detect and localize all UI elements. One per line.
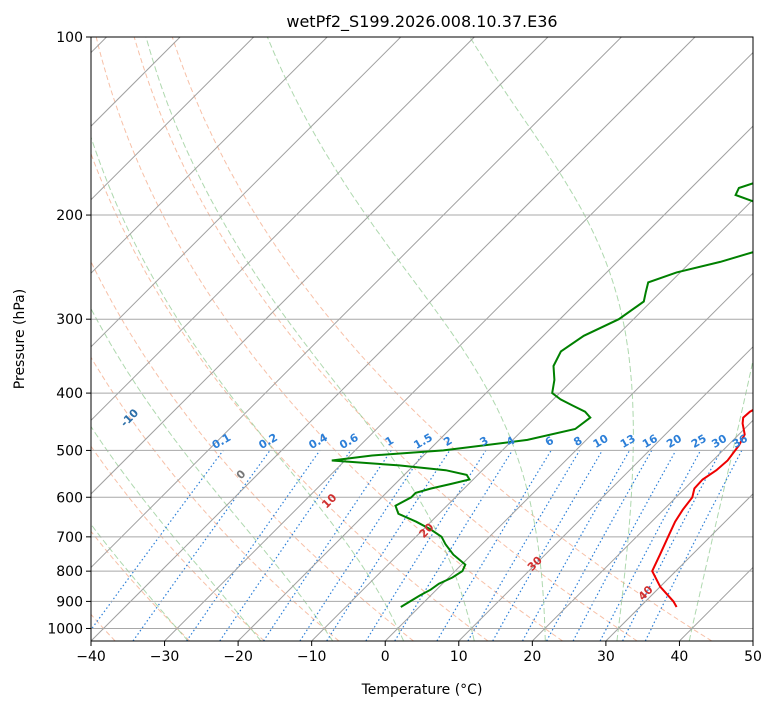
dry-adiabat-line — [95, 37, 563, 641]
isotherm-line — [164, 51, 753, 641]
y-axis-label: Pressure (hPa) — [12, 289, 28, 389]
mixing-ratio-line — [492, 450, 603, 641]
x-tick-label: 40 — [671, 649, 689, 665]
isotherm-line — [531, 419, 753, 641]
isotherm-line — [91, 37, 255, 201]
mixing-ratio-line — [326, 450, 451, 641]
moist-adiabat-line — [91, 135, 405, 641]
isotherm-line — [458, 346, 753, 641]
mixing-ratio-label: 2 — [441, 434, 454, 449]
dry-adiabat-line — [91, 152, 489, 641]
x-axis-ticks: −40 −30 −20 −10 0 10 20 30 40 50 — [76, 641, 762, 665]
mixing-ratio-line — [599, 450, 702, 641]
isotherm-line — [679, 566, 753, 641]
mixing-ratio-line — [572, 450, 677, 641]
isotherm-line — [91, 37, 475, 422]
profile-series — [331, 182, 753, 608]
isotherm-line — [752, 640, 753, 641]
moist-adiabat-line — [91, 425, 262, 641]
mixing-ratio-label: 0.4 — [306, 431, 330, 452]
mixing-ratio-line — [436, 450, 552, 641]
moist-adiabat-line — [91, 523, 189, 641]
mixing-ratio-label: 13 — [618, 432, 638, 451]
dry-adiabat-line — [91, 356, 340, 641]
isotherm-line — [237, 125, 753, 641]
warm-adiabat-label: 10 — [319, 491, 339, 511]
mixing-ratio-label: 1 — [383, 434, 396, 449]
x-tick-label: 0 — [381, 649, 390, 665]
mixing-ratio-line — [219, 450, 352, 641]
mixing-ratio-label: 16 — [640, 432, 660, 451]
x-tick-label: −20 — [223, 649, 253, 665]
plot-frame — [90, 36, 754, 642]
moist-adiabat-line — [145, 37, 475, 641]
moist-adiabat-line — [266, 37, 546, 641]
mixing-ratio-line — [365, 450, 487, 641]
mixing-ratio-line — [546, 450, 653, 641]
y-tick-label: 200 — [56, 208, 83, 224]
background-line-labels: -100-90-80-70-60-50-40-30-20-10010203040… — [35, 366, 750, 603]
dry-adiabat-line — [91, 530, 191, 641]
y-tick-label: 1000 — [47, 621, 83, 637]
x-tick-label: −30 — [150, 649, 180, 665]
dewpoint-line — [331, 182, 753, 608]
mixing-ratio-line — [622, 450, 722, 641]
dry-adiabat-label: -10 — [118, 406, 141, 429]
x-tick-label: −10 — [297, 649, 327, 665]
moist-adiabat-line — [469, 37, 634, 641]
mixing-ratio-label: 25 — [689, 432, 709, 451]
mixing-ratio-line — [521, 450, 631, 641]
warm-adiabat-label: 0 — [234, 467, 249, 482]
temperature-line — [651, 408, 753, 608]
isotherm-line — [91, 37, 549, 495]
dry-adiabat-line — [171, 37, 713, 641]
y-tick-label: 100 — [56, 30, 83, 46]
isotherm-line — [91, 37, 328, 274]
x-tick-label: 30 — [597, 649, 615, 665]
moist-adiabat-line — [688, 358, 753, 641]
y-tick-label: 300 — [56, 312, 83, 328]
moist-adiabat-line — [91, 307, 334, 641]
warm-adiabat-label: 40 — [636, 583, 656, 603]
y-tick-label: 500 — [56, 443, 83, 459]
mixing-ratio-line — [132, 450, 271, 641]
mixing-ratio-label: 30 — [709, 432, 729, 451]
isotherm-line — [384, 272, 753, 641]
x-tick-label: 10 — [450, 649, 468, 665]
mixing-ratio-label: 6 — [543, 434, 556, 449]
dry-adiabat-line — [133, 37, 638, 641]
mixing-ratio-line — [467, 450, 581, 641]
mixing-ratio-line — [91, 450, 224, 631]
dry-adiabat-line — [91, 445, 265, 641]
y-tick-label: 900 — [56, 594, 83, 610]
x-tick-label: 50 — [744, 649, 762, 665]
isotherm-line — [605, 493, 753, 641]
mixing-ratio-label: 10 — [591, 432, 611, 451]
mixing-ratio-label: 8 — [571, 434, 584, 449]
x-tick-label: 20 — [523, 649, 541, 665]
mixing-ratio-line — [644, 450, 743, 641]
mixing-ratio-label: 0.1 — [210, 431, 233, 452]
x-axis-label: Temperature (°C) — [361, 682, 483, 698]
x-tick-label: −40 — [76, 649, 106, 665]
mixing-ratio-label: 1.5 — [411, 431, 434, 452]
y-tick-label: 400 — [56, 386, 83, 402]
y-tick-label: 800 — [56, 564, 83, 580]
y-tick-label: 700 — [56, 530, 83, 546]
isotherm-line — [91, 37, 622, 569]
isotherm-line — [311, 198, 753, 641]
chart-title: wetPf2_S199.2026.008.10.37.E36 — [286, 12, 557, 32]
mixing-ratio-line — [394, 450, 513, 641]
mixing-ratio-line — [262, 450, 392, 641]
isotherm-line — [91, 37, 696, 641]
dry-adiabat-line — [91, 260, 414, 641]
y-axis-ticks: 100 200 300 400 500 600 700 800 900 1000 — [47, 30, 91, 637]
isotherm-line — [91, 37, 402, 348]
mixing-ratio-label: 20 — [664, 432, 684, 451]
y-tick-label: 600 — [56, 490, 83, 506]
background-lines — [91, 37, 753, 641]
dry-adiabat-label: -20 — [35, 366, 58, 389]
